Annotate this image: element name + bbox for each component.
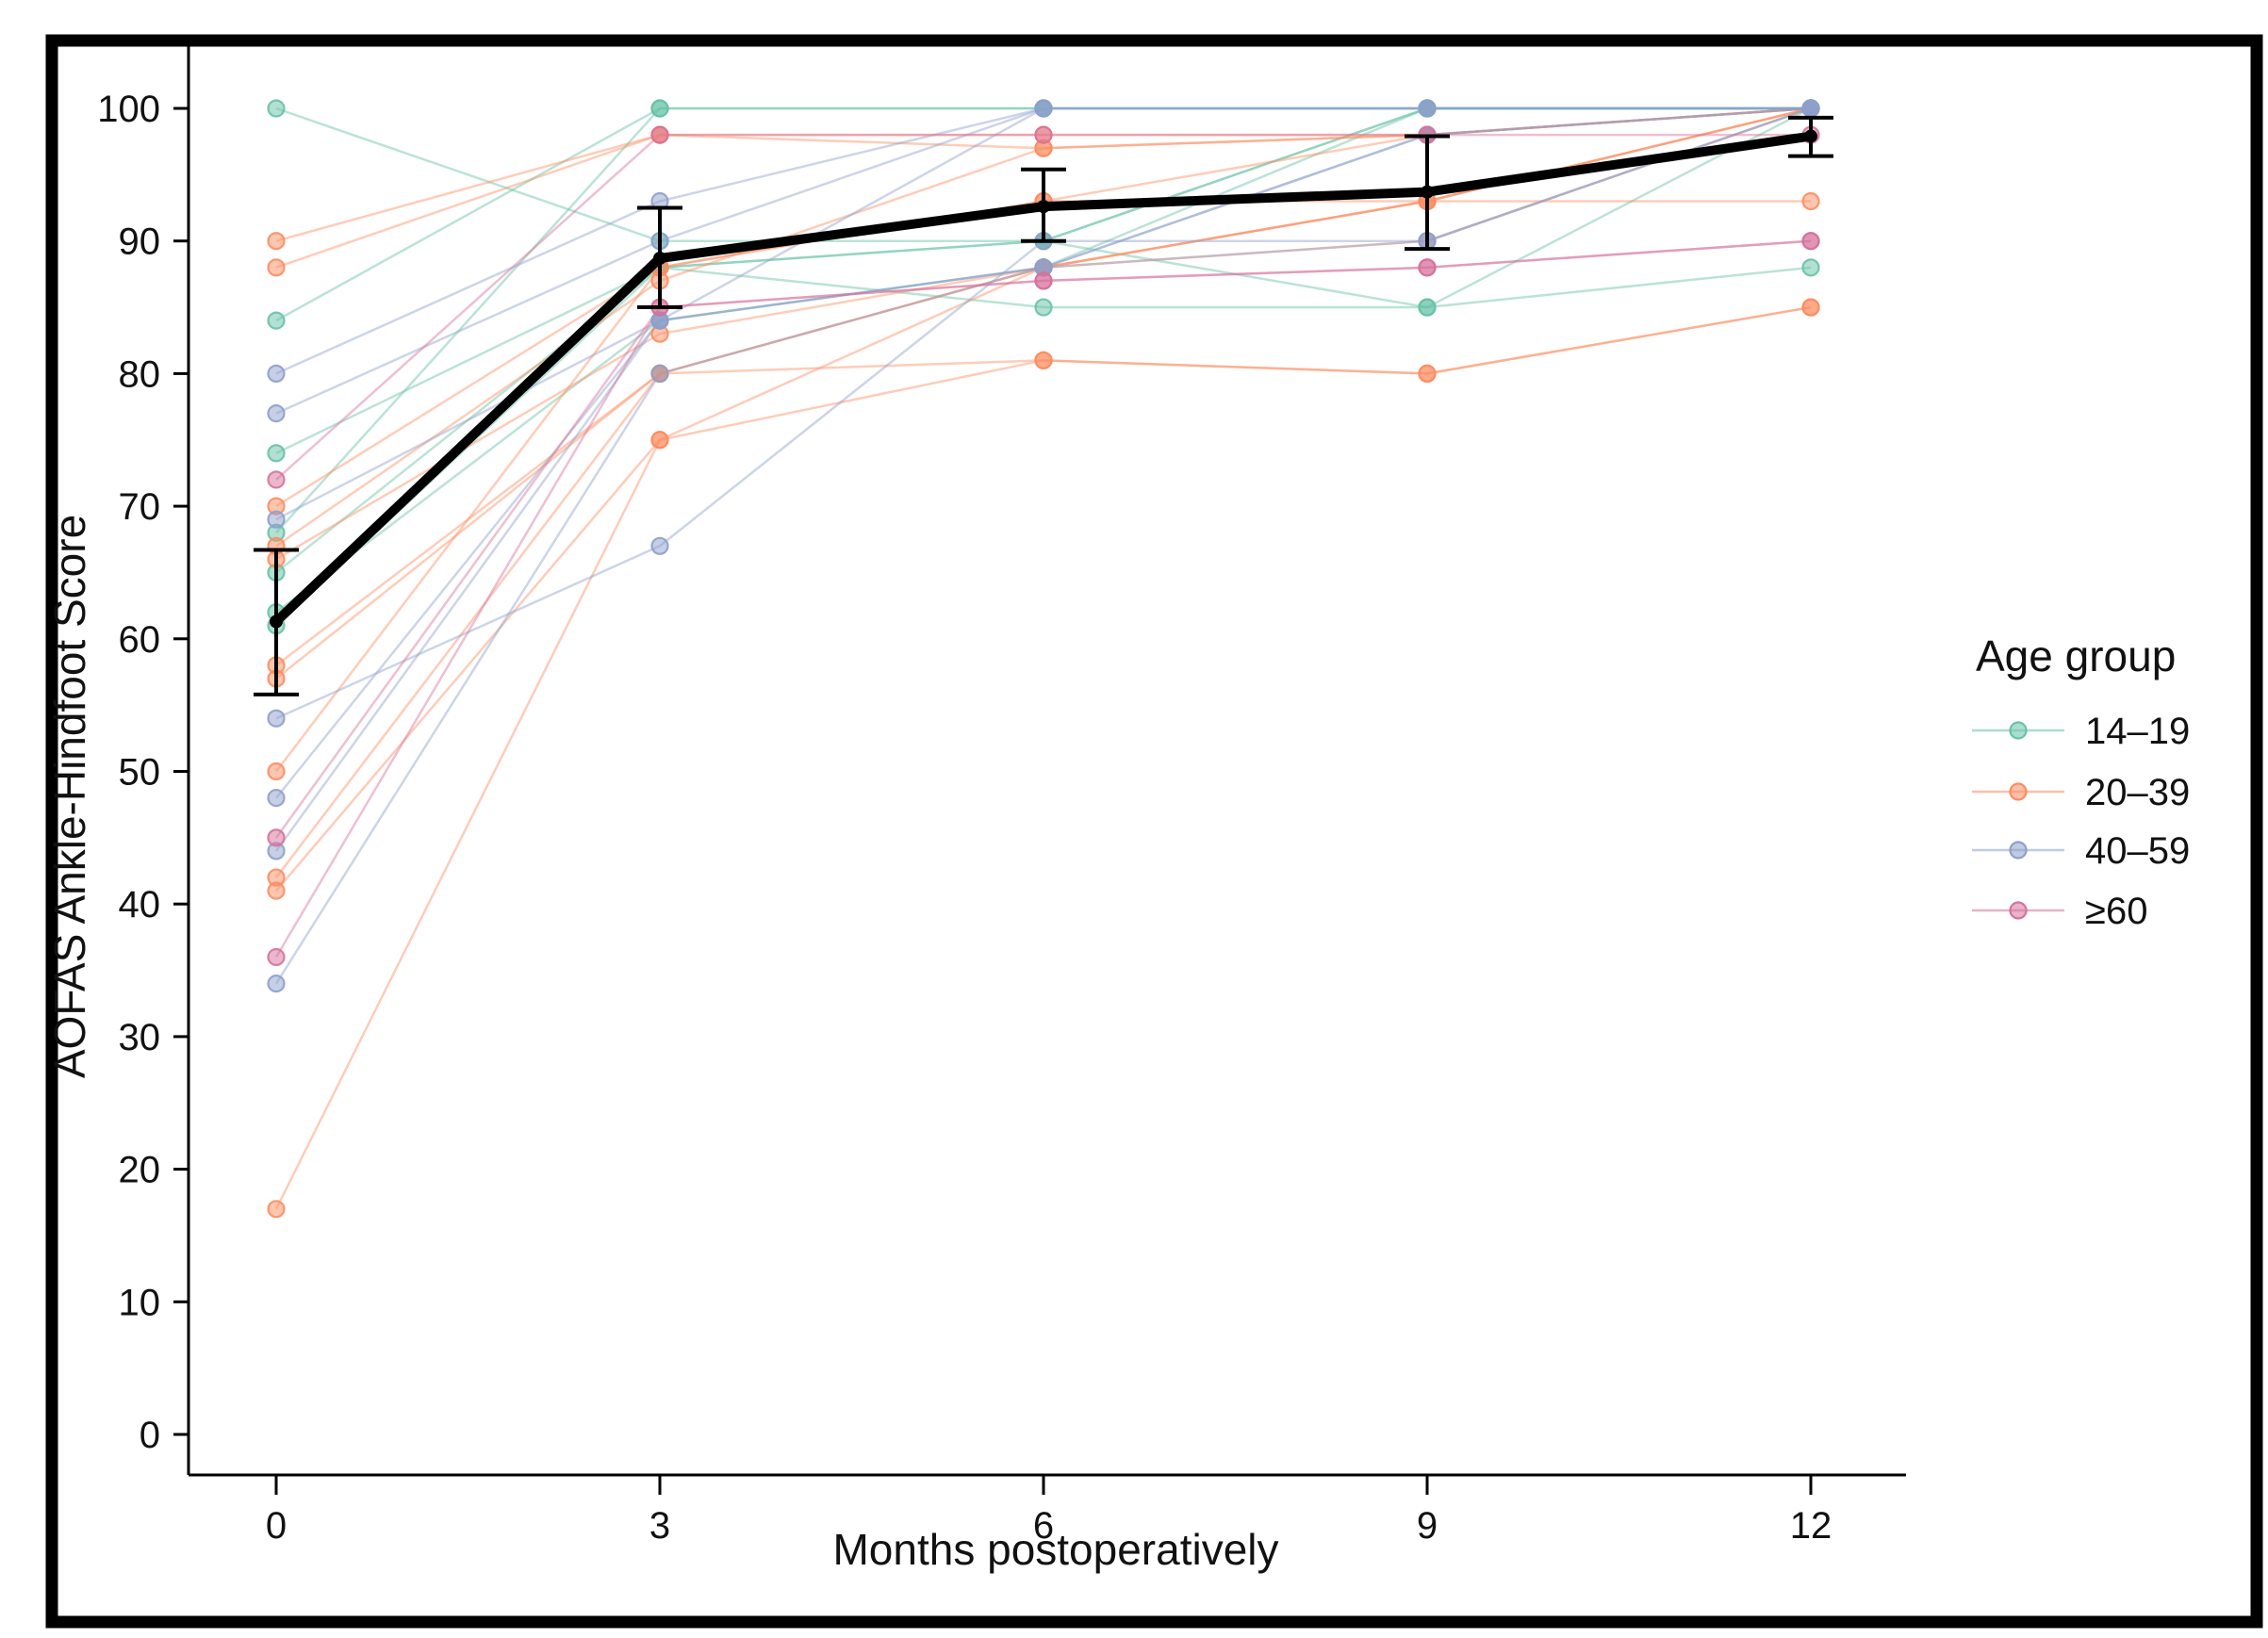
- legend-items: 14–19 20–39 40–59 ≥60: [1972, 711, 2190, 932]
- y-tick-label: 50: [119, 752, 161, 794]
- patient-point: [267, 1200, 286, 1219]
- x-tick-label: 12: [1790, 1505, 1832, 1547]
- y-axis-ticks: 0 10 20 30 40 50 60 70 80 90 100: [97, 89, 189, 1456]
- patient-point: [1801, 298, 1820, 317]
- patient-point: [267, 881, 286, 900]
- patient-point: [650, 536, 669, 555]
- patient-point: [267, 947, 286, 967]
- patient-point: [1034, 125, 1053, 144]
- x-axis-ticks: 0 3 6 9 12: [266, 1475, 1832, 1547]
- patient-point: [1418, 99, 1437, 118]
- patient-point: [267, 311, 286, 330]
- y-axis-title: AOFAS Ankle-Hindfoot Score: [45, 515, 94, 1078]
- patient-point: [1418, 298, 1437, 317]
- x-tick-label: 9: [1417, 1505, 1438, 1547]
- patient-point: [650, 99, 669, 118]
- patient-point: [650, 431, 669, 450]
- mean-point: [1037, 200, 1050, 214]
- patient-point: [1034, 271, 1053, 290]
- y-tick-label: 80: [119, 353, 161, 395]
- legend-label-60+: ≥60: [2085, 891, 2147, 932]
- legend-label-20-39: 20–39: [2085, 772, 2190, 813]
- patient-point: [267, 789, 286, 808]
- patient-point: [267, 444, 286, 463]
- legend-label-40-59: 40–59: [2085, 830, 2190, 872]
- legend-key-dot: [2009, 841, 2028, 860]
- legend-item-14-19: 14–19: [1972, 711, 2190, 752]
- y-tick-label: 70: [119, 486, 161, 528]
- y-tick-label: 20: [119, 1150, 161, 1191]
- patient-point: [1034, 99, 1053, 118]
- patient-data-points: [267, 99, 1820, 1219]
- patient-point: [267, 510, 286, 529]
- patient-point: [267, 975, 286, 993]
- x-tick-label: 3: [649, 1505, 670, 1547]
- y-tick-label: 40: [119, 884, 161, 925]
- patient-point: [267, 828, 286, 847]
- y-tick-label: 100: [97, 89, 160, 130]
- patient-point: [1034, 351, 1053, 369]
- patient-point: [267, 470, 286, 489]
- mean-line-with-error-bars: [254, 115, 1833, 696]
- patient-point: [267, 762, 286, 781]
- x-axis-title: Months postoperatively: [832, 1525, 1278, 1574]
- patient-line: [274, 239, 1812, 958]
- x-tick-label: 0: [266, 1505, 287, 1547]
- patient-point: [1801, 99, 1820, 118]
- patient-line: [274, 305, 1812, 1210]
- axes: [187, 38, 1906, 1477]
- y-tick-label: 30: [119, 1017, 161, 1058]
- patient-point: [650, 125, 669, 144]
- patient-point: [267, 232, 286, 251]
- legend-title: Age group: [1976, 631, 2176, 680]
- patient-point: [1801, 258, 1820, 277]
- legend-key-dot: [2009, 721, 2028, 740]
- patient-point: [1801, 232, 1820, 251]
- y-tick-label: 10: [119, 1282, 161, 1323]
- patient-point: [267, 364, 286, 383]
- legend-item-40-59: 40–59: [1972, 830, 2190, 872]
- legend-key-dot: [2009, 782, 2028, 801]
- patient-point: [267, 404, 286, 423]
- legend-item-60+: ≥60: [1972, 891, 2147, 932]
- legend-item-20-39: 20–39: [1972, 772, 2190, 813]
- figure-border: [45, 34, 2263, 1629]
- y-tick-label: 60: [119, 619, 161, 661]
- patient-point: [1418, 258, 1437, 277]
- legend: Age group 14–19 20–39 40–59 ≥60: [1972, 631, 2190, 932]
- patient-point: [1418, 364, 1437, 383]
- y-tick-label: 90: [119, 221, 161, 263]
- patient-point: [267, 258, 286, 277]
- patient-point: [650, 364, 669, 383]
- patient-point: [1034, 298, 1053, 317]
- y-tick-label: 0: [140, 1415, 160, 1456]
- patient-point: [267, 709, 286, 728]
- patient-point: [1801, 191, 1820, 211]
- legend-key-dot: [2009, 901, 2028, 920]
- mean-point: [270, 614, 283, 629]
- x-tick-label: 6: [1033, 1505, 1054, 1547]
- mean-point: [1421, 185, 1434, 199]
- mean-point: [653, 251, 666, 265]
- legend-label-14-19: 14–19: [2085, 711, 2190, 752]
- mean-point: [1804, 129, 1817, 143]
- patient-point: [267, 99, 286, 118]
